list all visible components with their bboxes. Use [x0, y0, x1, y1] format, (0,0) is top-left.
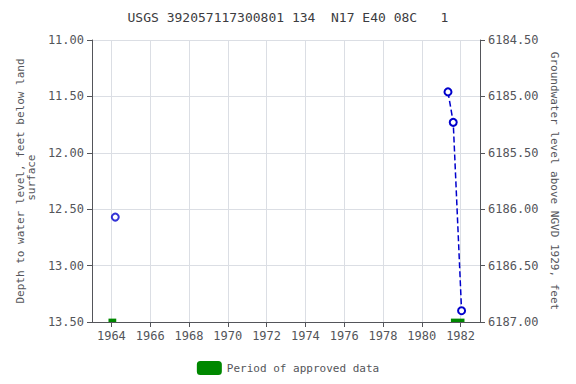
svg-text:6185.50: 6185.50: [488, 146, 539, 160]
svg-text:1976: 1976: [330, 329, 359, 343]
svg-text:1966: 1966: [136, 329, 165, 343]
svg-text:13.00: 13.00: [48, 259, 84, 273]
svg-text:6184.50: 6184.50: [488, 33, 539, 47]
svg-text:6187.00: 6187.00: [488, 315, 539, 329]
svg-text:12.50: 12.50: [48, 202, 84, 216]
svg-text:surface: surface: [25, 155, 38, 208]
svg-text:1982: 1982: [446, 329, 475, 343]
svg-text:1972: 1972: [252, 329, 281, 343]
svg-text:Depth to water level, feet bel: Depth to water level, feet below land: [14, 58, 27, 304]
svg-text:Groundwater level above NGVD 1: Groundwater level above NGVD 1929, feet: [548, 52, 561, 310]
svg-text:1974: 1974: [291, 329, 320, 343]
svg-text:6186.00: 6186.00: [488, 202, 539, 216]
svg-text:1964: 1964: [97, 329, 126, 343]
svg-text:6186.50: 6186.50: [488, 259, 539, 273]
svg-text:USGS 392057117300801 134 N17: USGS 392057117300801 134 N17 E40 08C 1: [128, 10, 449, 25]
svg-text:1978: 1978: [369, 329, 398, 343]
svg-text:1970: 1970: [213, 329, 242, 343]
svg-text:6185.00: 6185.00: [488, 89, 539, 103]
svg-text:11.50: 11.50: [48, 89, 84, 103]
svg-text:12.00: 12.00: [48, 146, 84, 160]
svg-text:Period of approved data: Period of approved data: [227, 362, 379, 375]
svg-text:11.00: 11.00: [48, 33, 84, 47]
svg-text:1968: 1968: [175, 329, 204, 343]
svg-text:13.50: 13.50: [48, 315, 84, 329]
svg-text:1980: 1980: [407, 329, 436, 343]
